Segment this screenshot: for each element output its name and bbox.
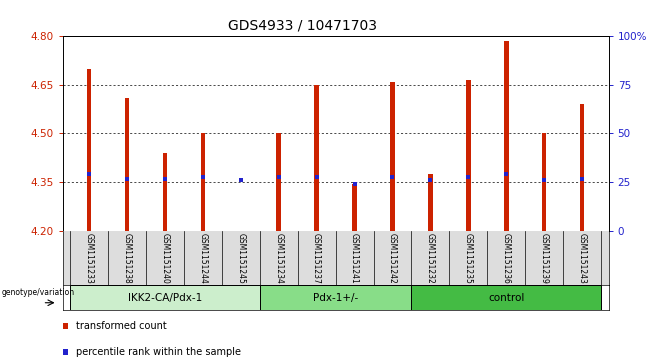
Bar bbox=[201, 134, 205, 231]
Bar bbox=[163, 153, 167, 231]
Text: GSM1151245: GSM1151245 bbox=[236, 233, 245, 284]
Text: GSM1151232: GSM1151232 bbox=[426, 233, 435, 284]
Text: IKK2-CA/Pdx-1: IKK2-CA/Pdx-1 bbox=[128, 293, 202, 303]
Bar bbox=[70, 285, 260, 310]
Title: GDS4933 / 10471703: GDS4933 / 10471703 bbox=[228, 19, 377, 32]
Bar bbox=[125, 98, 129, 231]
Bar bbox=[428, 174, 433, 231]
Bar bbox=[87, 69, 91, 231]
Text: GSM1151237: GSM1151237 bbox=[312, 233, 321, 284]
Text: transformed count: transformed count bbox=[76, 321, 167, 331]
Text: GSM1151234: GSM1151234 bbox=[274, 233, 283, 284]
Text: GSM1151243: GSM1151243 bbox=[578, 233, 586, 284]
Bar bbox=[315, 85, 319, 231]
Text: GSM1151242: GSM1151242 bbox=[388, 233, 397, 284]
Text: GSM1151233: GSM1151233 bbox=[85, 233, 93, 284]
Text: percentile rank within the sample: percentile rank within the sample bbox=[76, 347, 241, 357]
Text: GSM1151239: GSM1151239 bbox=[540, 233, 549, 284]
Bar bbox=[542, 134, 546, 231]
Text: GSM1151235: GSM1151235 bbox=[464, 233, 473, 284]
Text: Pdx-1+/-: Pdx-1+/- bbox=[313, 293, 358, 303]
Text: GSM1151236: GSM1151236 bbox=[502, 233, 511, 284]
Bar bbox=[411, 285, 601, 310]
Text: GSM1151238: GSM1151238 bbox=[122, 233, 132, 284]
Bar bbox=[390, 82, 395, 231]
Bar bbox=[466, 80, 470, 231]
Bar bbox=[276, 134, 281, 231]
Bar bbox=[352, 184, 357, 231]
Bar bbox=[504, 41, 509, 231]
Bar bbox=[580, 104, 584, 231]
Text: GSM1151241: GSM1151241 bbox=[350, 233, 359, 284]
Text: genotype/variation: genotype/variation bbox=[1, 287, 74, 297]
Text: GSM1151244: GSM1151244 bbox=[198, 233, 207, 284]
Bar bbox=[260, 285, 411, 310]
Text: control: control bbox=[488, 293, 524, 303]
Text: GSM1151240: GSM1151240 bbox=[161, 233, 169, 284]
